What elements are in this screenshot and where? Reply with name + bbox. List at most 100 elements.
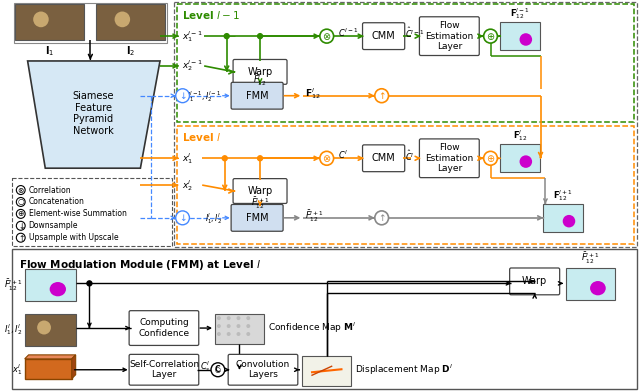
Circle shape — [37, 321, 51, 334]
Circle shape — [17, 185, 25, 194]
Text: $\mathbf{F}_{12}^l$: $\mathbf{F}_{12}^l$ — [305, 86, 321, 101]
Text: Element-wise Summation: Element-wise Summation — [29, 209, 127, 218]
Text: Upsample with Upscale: Upsample with Upscale — [29, 233, 118, 242]
Text: Warp: Warp — [248, 186, 273, 196]
Text: $\bar{F}_{12}^{l+1}$: $\bar{F}_{12}^{l+1}$ — [4, 278, 22, 293]
FancyBboxPatch shape — [12, 178, 172, 246]
Text: Displacement Map $\mathbf{D}^l$: Displacement Map $\mathbf{D}^l$ — [355, 363, 453, 377]
Text: $\oplus$: $\oplus$ — [486, 31, 495, 42]
Bar — [14, 4, 167, 43]
Text: $\bar{F}_{12}^l$: $\bar{F}_{12}^l$ — [253, 73, 267, 89]
Text: $\downarrow$: $\downarrow$ — [178, 212, 188, 223]
Text: $x_1^l$: $x_1^l$ — [182, 151, 193, 166]
Text: $\bigcirc$: $\bigcirc$ — [17, 197, 25, 207]
Circle shape — [237, 332, 241, 336]
Circle shape — [217, 324, 221, 328]
Circle shape — [237, 316, 241, 320]
Circle shape — [246, 332, 250, 336]
Text: Level $l-1$: Level $l-1$ — [182, 9, 239, 21]
Text: $I_1^{l-1}, I_2^{l-1}$: $I_1^{l-1}, I_2^{l-1}$ — [188, 89, 222, 104]
Bar — [12, 249, 637, 388]
Circle shape — [17, 233, 25, 242]
FancyBboxPatch shape — [419, 139, 479, 178]
Bar — [96, 4, 165, 40]
Circle shape — [87, 281, 92, 286]
Circle shape — [484, 29, 497, 43]
Bar — [543, 204, 582, 232]
Circle shape — [237, 324, 241, 328]
Text: $\mathbf{F}_{12}^{l+1}$: $\mathbf{F}_{12}^{l+1}$ — [553, 188, 573, 203]
Text: Self-Correlation
Layer: Self-Correlation Layer — [129, 360, 199, 379]
Text: $\oplus$: $\oplus$ — [486, 153, 495, 164]
Circle shape — [320, 151, 333, 165]
Bar — [566, 269, 615, 300]
Text: $C^{l-1}$: $C^{l-1}$ — [337, 27, 358, 39]
Text: $\bar{F}_{12}^{l+1}$: $\bar{F}_{12}^{l+1}$ — [305, 208, 324, 223]
Ellipse shape — [520, 33, 532, 46]
Text: $x_2^l$: $x_2^l$ — [182, 178, 193, 192]
Text: Correlation: Correlation — [29, 185, 71, 194]
Text: Concatenation: Concatenation — [29, 198, 84, 207]
FancyBboxPatch shape — [228, 354, 298, 385]
Circle shape — [33, 11, 49, 27]
Bar — [500, 22, 540, 50]
FancyBboxPatch shape — [177, 4, 634, 122]
Text: $I_1^l, I_2^l$: $I_1^l, I_2^l$ — [4, 323, 22, 338]
Bar — [302, 356, 351, 386]
Circle shape — [217, 316, 221, 320]
Text: Flow
Estimation
Layer: Flow Estimation Layer — [425, 21, 474, 51]
Circle shape — [257, 156, 262, 161]
Circle shape — [222, 156, 227, 161]
Text: Convolution
Layers: Convolution Layers — [236, 360, 290, 379]
Bar — [500, 144, 540, 172]
Text: $C_s^l$: $C_s^l$ — [200, 359, 211, 374]
Text: $\bar{F}_{12}^{l+1}$: $\bar{F}_{12}^{l+1}$ — [251, 195, 269, 211]
Circle shape — [257, 34, 262, 39]
Text: $\uparrow$: $\uparrow$ — [377, 90, 387, 101]
Text: Computing
Confidence: Computing Confidence — [138, 318, 189, 338]
Bar — [25, 359, 72, 379]
Circle shape — [375, 89, 388, 103]
Ellipse shape — [563, 215, 575, 227]
Circle shape — [17, 209, 25, 218]
FancyBboxPatch shape — [231, 82, 283, 109]
Text: $\hat{C}^{l-1}$: $\hat{C}^{l-1}$ — [405, 26, 425, 40]
Text: FMM: FMM — [246, 91, 268, 101]
Text: Downsample: Downsample — [29, 221, 78, 230]
FancyBboxPatch shape — [233, 60, 287, 84]
Text: Warp: Warp — [522, 276, 547, 287]
Text: $\otimes$: $\otimes$ — [17, 185, 24, 194]
Text: $\mathbf{I}_1$: $\mathbf{I}_1$ — [45, 44, 54, 58]
Ellipse shape — [520, 155, 532, 168]
Circle shape — [17, 198, 25, 207]
Text: FMM: FMM — [246, 213, 268, 223]
Circle shape — [227, 324, 230, 328]
Text: $x_1^{l-1}$: $x_1^{l-1}$ — [182, 29, 202, 44]
FancyBboxPatch shape — [173, 2, 637, 247]
Circle shape — [246, 316, 250, 320]
Circle shape — [211, 363, 225, 377]
FancyBboxPatch shape — [129, 354, 199, 385]
Text: $\bar{F}_{12}^{l+1}$: $\bar{F}_{12}^{l+1}$ — [581, 251, 600, 267]
Circle shape — [17, 221, 25, 230]
Ellipse shape — [590, 281, 605, 295]
Text: Flow Modulation Module (FMM) at Level $l$: Flow Modulation Module (FMM) at Level $l… — [19, 258, 262, 272]
Text: $\hat{C}^l$: $\hat{C}^l$ — [405, 148, 415, 163]
Text: $\mathbf{F}_{12}^l$: $\mathbf{F}_{12}^l$ — [513, 129, 527, 143]
Text: $x_2^{l-1}$: $x_2^{l-1}$ — [182, 58, 202, 73]
Circle shape — [217, 332, 221, 336]
Text: $I_1^l, I_2^l$: $I_1^l, I_2^l$ — [205, 211, 222, 226]
Text: Siamese
Feature
Pyramid
Network: Siamese Feature Pyramid Network — [72, 91, 114, 136]
Bar — [25, 269, 76, 301]
Text: $\downarrow$: $\downarrow$ — [17, 221, 25, 231]
FancyBboxPatch shape — [509, 268, 559, 295]
Circle shape — [484, 151, 497, 165]
Text: $\oplus$: $\oplus$ — [17, 209, 24, 218]
Polygon shape — [72, 355, 76, 379]
Text: $\downarrow$: $\downarrow$ — [178, 90, 188, 101]
Text: $C^l$: $C^l$ — [337, 149, 348, 162]
FancyBboxPatch shape — [231, 205, 283, 231]
Circle shape — [227, 316, 230, 320]
Text: $\otimes$: $\otimes$ — [322, 153, 332, 164]
Circle shape — [176, 89, 189, 103]
